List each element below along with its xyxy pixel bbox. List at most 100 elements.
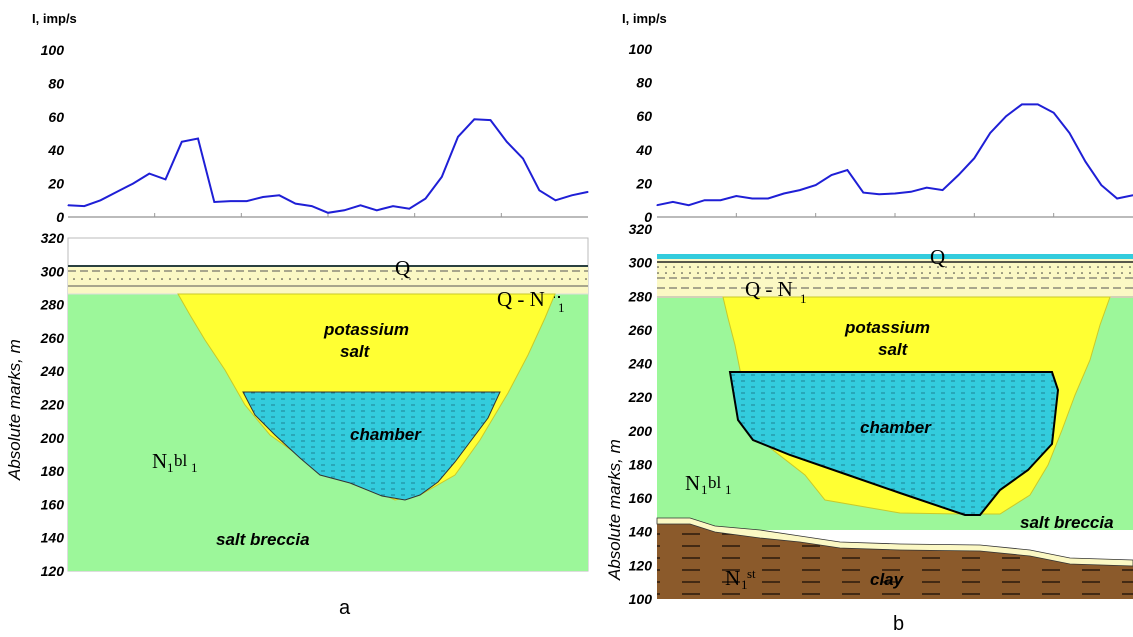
chart-data-point	[1068, 132, 1071, 134]
chart-y-tick-label: 40	[635, 142, 652, 158]
label-q-b: Q	[930, 245, 945, 269]
chamber-b	[728, 371, 1060, 516]
chart-a-points	[67, 118, 589, 214]
label-nbl-sub1-a: 1	[167, 460, 174, 475]
section-y-tick-label: 280	[628, 288, 653, 304]
chamber-a	[242, 391, 501, 501]
chart-a-series-line	[67, 118, 589, 214]
section-y-tick-label: 320	[629, 221, 653, 237]
sand-layer-b	[657, 266, 1133, 276]
chart-y-tick-label: 20	[635, 175, 652, 191]
chart-y-tick-label: 60	[48, 109, 64, 125]
chart-y-tick-label: 100	[41, 42, 65, 58]
section-b-y-axis-title: Absolute marks, m	[605, 439, 624, 581]
chart-data-point	[846, 169, 849, 171]
chart-data-point	[213, 201, 215, 203]
chart-data-point	[656, 204, 658, 206]
label-potassium-a: potassium	[323, 320, 409, 339]
chart-y-tick-label: 40	[47, 142, 64, 158]
label-breccia-a: salt breccia	[216, 530, 310, 549]
chart-data-point	[926, 187, 928, 189]
section-y-tick-label: 220	[628, 389, 653, 405]
chart-data-point	[1005, 115, 1007, 117]
chart-data-point	[457, 136, 459, 138]
chart-data-point	[311, 205, 313, 207]
chart-data-point	[957, 174, 960, 176]
chart-data-point	[862, 192, 864, 194]
chart-data-point	[1116, 197, 1118, 200]
label-salt-b: salt	[878, 340, 909, 359]
label-nbl-sub2-a: 1	[191, 460, 198, 475]
label-q-a: Q	[395, 256, 410, 280]
section-y-tick-label: 180	[41, 463, 65, 479]
chart-y-tick-label: 60	[636, 108, 652, 124]
chart-data-point	[294, 203, 297, 205]
chart-y-tick-label: 0	[56, 209, 64, 225]
chart-data-point	[197, 137, 199, 140]
chart-data-point	[392, 205, 394, 207]
chart-data-point	[751, 197, 753, 200]
chart-data-point	[522, 157, 524, 160]
chart-y-tick-label: 100	[629, 41, 653, 57]
label-qn-a: Q - N	[497, 287, 545, 311]
chart-data-point	[767, 197, 769, 200]
clay-top-band-b	[656, 517, 1133, 567]
chart-data-point	[473, 118, 475, 120]
chart-data-point	[116, 191, 118, 193]
section-b: 100 120 140 160 180 200 220 240 260 280 300 320 Abs…	[605, 221, 1133, 635]
chart-data-point	[359, 204, 362, 206]
chart-data-point	[246, 200, 248, 202]
chart-a: I, imp/s 0 20 40 60 80 100	[32, 11, 589, 225]
chart-data-point	[99, 199, 102, 201]
label-breccia-b: salt breccia	[1020, 513, 1114, 532]
chart-data-point	[830, 174, 833, 176]
section-y-tick-label: 120	[41, 563, 65, 579]
chart-data-point	[408, 208, 410, 210]
chart-data-point	[783, 192, 785, 195]
label-qn-sub-a: 1	[558, 300, 565, 315]
chart-a-y-label: I, imp/s	[32, 11, 77, 26]
surface-layer-b	[657, 254, 1133, 259]
section-y-tick-label: 240	[628, 356, 653, 372]
chart-data-point	[538, 189, 540, 191]
label-qn-b: Q - N	[745, 277, 793, 301]
section-y-tick-label: 320	[41, 230, 65, 246]
chart-data-point	[229, 200, 232, 202]
chart-data-point	[1053, 112, 1055, 114]
chart-data-point	[942, 189, 944, 191]
section-a: 120 140 160 180 200 220 240 260 280 300 320 Absolu…	[5, 230, 589, 619]
label-nbl-b: N	[685, 471, 700, 495]
panel-b: I, imp/s 0 20 40 60 80 100 100 120 140 160 180 200…	[605, 11, 1133, 635]
section-y-tick-label: 140	[629, 524, 653, 540]
panel-a: I, imp/s 0 20 40 60 80 100 120 140 160 180 200 220…	[5, 11, 589, 619]
chart-b-x-tickmarks	[735, 213, 1055, 217]
chart-data-point	[67, 204, 69, 206]
chart-data-point	[1021, 103, 1023, 106]
label-nbl-sub1-b: 1	[701, 482, 708, 497]
chart-data-point	[989, 132, 991, 134]
section-y-tick-label: 260	[628, 322, 653, 338]
label-nbl-mid-b: bl	[708, 473, 722, 492]
section-y-tick-label: 280	[40, 297, 65, 313]
panel-label-b: b	[893, 613, 904, 635]
chart-data-point	[278, 194, 280, 196]
label-qn-sub-b: 1	[800, 291, 807, 306]
section-a-y-axis-title: Absolute marks, m	[5, 339, 24, 481]
chart-data-point	[489, 119, 492, 121]
label-salt-a: salt	[340, 342, 371, 361]
chart-y-tick-label: 20	[47, 176, 64, 192]
chart-y-tick-label: 80	[636, 75, 652, 91]
chart-data-point	[1100, 184, 1102, 186]
chart-data-point	[894, 192, 896, 195]
chart-data-point	[878, 193, 880, 195]
chart-data-point	[148, 172, 150, 175]
section-b-y-ticks: 100 120 140 160 180 200 220 240 260 280 300 320	[628, 221, 653, 607]
chart-b-y-ticks: 0 20 40 60 80 100	[629, 41, 653, 225]
label-nbl-sub2-b: 1	[725, 482, 732, 497]
chart-data-point	[327, 212, 329, 214]
section-y-tick-label: 180	[629, 456, 653, 472]
chart-data-point	[799, 189, 801, 191]
chart-data-point	[815, 184, 817, 186]
chart-b-y-label: I, imp/s	[622, 11, 667, 26]
